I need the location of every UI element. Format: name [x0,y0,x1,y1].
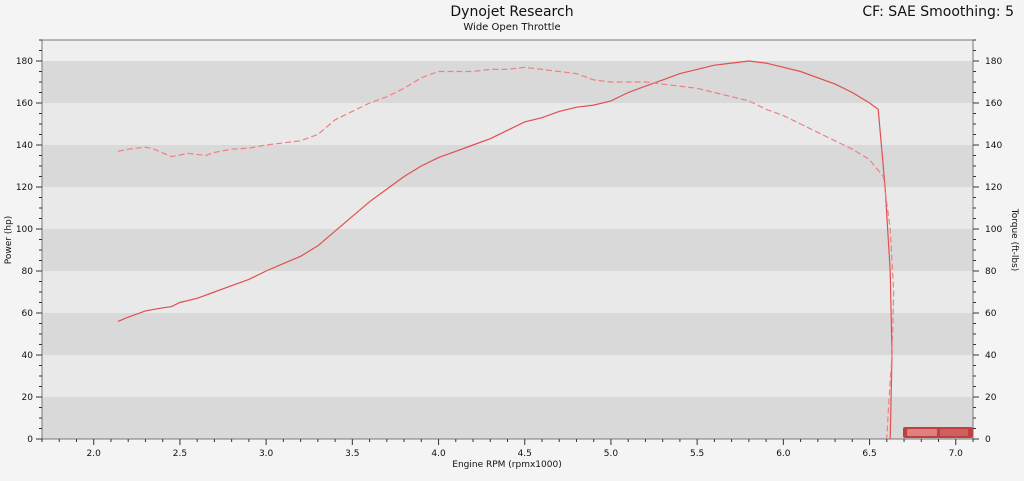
chart-title: Dynojet Research [450,4,574,20]
plot-band [42,187,973,229]
y2-tick-label: 120 [985,183,1002,193]
power-curve [117,60,893,440]
plot-band-top [42,40,973,61]
plot-band [42,397,973,439]
correction-factor-label: CF: SAE Smoothing: 5 [862,4,1014,20]
x-tick-label: 3.5 [345,449,359,459]
y-tick-label: 160 [16,99,33,109]
torque-curve [117,66,895,440]
plot-band [42,145,973,187]
tick-labels: 2.0 2.5 3.0 3.5 4.0 4.5 5.0 5.5 6.0 6.5 7.0 0 20 40 60… [16,57,1003,459]
x-tick-label: 2.0 [87,449,102,459]
plot-band [42,61,973,103]
y-tick-label: 60 [22,309,34,319]
plot-bands [42,40,973,439]
y2-tick-label: 60 [985,309,997,319]
chart-subtitle: Wide Open Throttle [463,22,561,33]
y2-tick-label: 100 [985,225,1002,235]
plot-band [42,103,973,145]
y-tick-label: 80 [22,267,34,277]
y-tick-label: 120 [16,183,33,193]
x-tick-label: 4.5 [518,449,532,459]
y2-tick-label: 0 [985,435,991,445]
y2-tick-label: 40 [985,351,997,361]
x-tick-label: 6.5 [862,449,876,459]
y2-tick-label: 80 [985,267,997,277]
plot-band [42,271,973,313]
x-tick-label: 3.0 [259,449,274,459]
axis-ticks [36,39,979,445]
x-tick-label: 2.5 [173,449,187,459]
x-tick-label: 7.0 [949,449,964,459]
x-tick-label: 6.0 [776,449,791,459]
y-tick-label: 20 [22,393,34,403]
y-tick-label: 140 [16,141,33,151]
y-axis-title: Power (hp) [4,216,14,265]
plot-curves [117,60,895,440]
y2-axis-title: Torque (ft-lbs) [1009,208,1019,272]
y-tick-label: 100 [16,225,33,235]
x-tick-label: 4.0 [431,449,446,459]
y-tick-label: 0 [27,435,33,445]
plot-band [42,229,973,271]
y2-tick-label: 160 [985,99,1002,109]
y2-tick-label: 20 [985,393,997,403]
x-axis-title: Engine RPM (rpmx1000) [452,460,561,470]
dynojet-logo [903,427,973,438]
y2-tick-label: 180 [985,57,1002,67]
plot-band [42,313,973,355]
plot-band [42,355,973,397]
y-tick-label: 40 [22,351,34,361]
x-tick-label: 5.5 [690,449,704,459]
y2-tick-label: 140 [985,141,1002,151]
y-tick-label: 180 [16,57,33,67]
x-tick-label: 5.0 [604,449,619,459]
